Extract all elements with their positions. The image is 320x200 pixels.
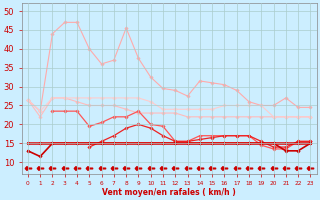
X-axis label: Vent moyen/en rafales ( km/h ): Vent moyen/en rafales ( km/h ) — [102, 188, 236, 197]
